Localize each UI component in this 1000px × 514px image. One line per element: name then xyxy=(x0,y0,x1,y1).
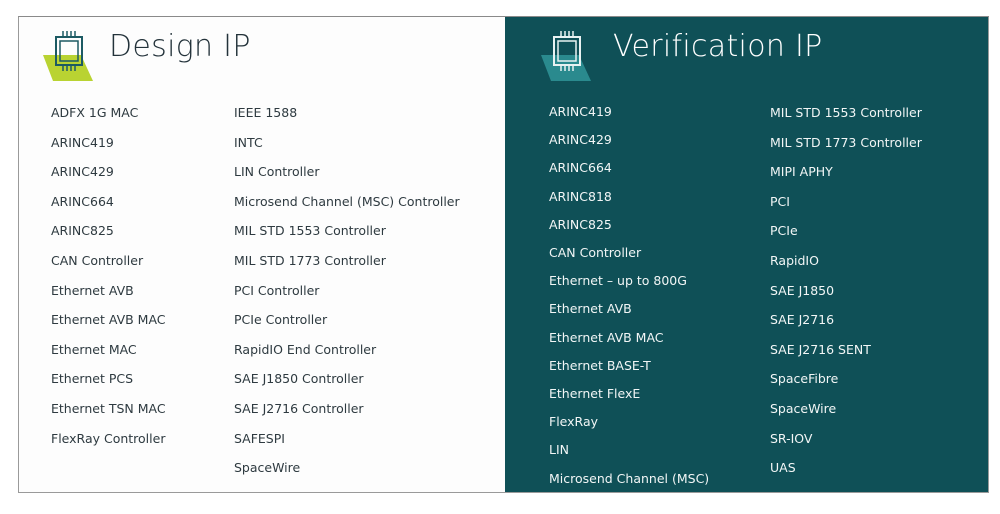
ip-list-item: SAE J1850 xyxy=(770,282,835,298)
ip-list-item: Ethernet AVB xyxy=(549,301,632,317)
verification-ip-title: Verification IP xyxy=(613,29,823,64)
ip-list-item: PCIe Controller xyxy=(234,312,328,328)
ip-list-item: ARINC825 xyxy=(549,216,612,232)
ip-list-item: RapidIO End Controller xyxy=(234,341,377,357)
ip-list-item: Ethernet AVB MAC xyxy=(51,312,166,328)
ip-list-item: ARINC825 xyxy=(51,223,114,239)
ip-list-item: SAFESPI xyxy=(234,430,285,446)
ip-list-item: SAE J2716 Controller xyxy=(234,401,364,416)
ip-list-item: LIN Controller xyxy=(234,164,320,180)
ip-list-item: Ethernet AVB MAC xyxy=(549,329,664,345)
ip-list-item: ARINC429 xyxy=(51,164,114,180)
ip-list-item: LIN xyxy=(549,442,570,458)
ip-list-item: PCI xyxy=(770,193,790,209)
ip-list-item: Ethernet FlexE xyxy=(549,386,641,401)
ip-list-item: SR-IOV xyxy=(770,430,813,446)
ip-list-item: IEEE 1588 xyxy=(234,105,298,120)
ip-list-item: Ethernet AVB xyxy=(51,282,134,298)
ip-list-item: Ethernet TSN MAC xyxy=(51,401,166,416)
ip-list-item: MIL STD 1553 Controller xyxy=(234,223,386,239)
ip-list-item: Ethernet BASE-T xyxy=(549,357,651,373)
ip-list-item: INTC xyxy=(234,134,263,150)
ip-list-item: PCIe xyxy=(770,223,798,239)
ip-list-item: Microsend Channel (MSC) Controller xyxy=(234,193,460,209)
ip-list-item: SAE J2716 xyxy=(770,312,835,328)
ip-list-item: ARINC429 xyxy=(549,132,612,148)
ip-list-item: Ethernet – up to 800G xyxy=(549,273,687,289)
ip-list-item: CAN Controller xyxy=(51,253,144,268)
ip-list-item: SpaceFibre xyxy=(770,371,839,387)
ip-list-item: Ethernet MAC xyxy=(51,341,137,357)
design-ip-panel: Design IP ADFX 1G MAC ARINC419 ARINC429 ARI… xyxy=(19,17,505,492)
ip-list-item: SpaceWire xyxy=(770,401,837,416)
ip-list-item: Ethernet PCS xyxy=(51,371,134,387)
ip-list-item: ARINC664 xyxy=(549,160,612,176)
ip-list-item: SAE J1850 Controller xyxy=(234,371,364,387)
ip-list-item: FlexRay xyxy=(549,414,598,430)
ip-list-item: SpaceWire xyxy=(234,460,301,476)
ip-list-item: ARINC818 xyxy=(549,188,612,204)
ip-list-item: UAS xyxy=(770,460,796,476)
ip-list-item: CAN Controller xyxy=(549,245,642,260)
ip-list-item: ARINC419 xyxy=(549,104,612,119)
ip-list-item: MIPI APHY xyxy=(770,164,833,180)
design-ip-title: Design IP xyxy=(109,29,251,64)
ip-list-item: Microsend Channel (MSC) xyxy=(549,470,710,486)
ip-list-item: RapidIO xyxy=(770,253,819,268)
ip-list-item: SAE J2716 SENT xyxy=(770,341,871,357)
ip-list-item: MIL STD 1773 Controller xyxy=(234,253,386,268)
ip-list-item: ADFX 1G MAC xyxy=(51,105,139,120)
ip-list-item: PCI Controller xyxy=(234,282,320,298)
ip-list-item: MIL STD 1553 Controller xyxy=(770,105,922,120)
chip-icon xyxy=(541,31,591,81)
chip-icon xyxy=(43,31,93,81)
ip-list-item: ARINC664 xyxy=(51,193,114,209)
verification-ip-panel: Verification IP ARINC419 ARINC429 ARINC664… xyxy=(505,17,988,492)
ip-list-item: ARINC419 xyxy=(51,134,114,150)
ip-list-item: MIL STD 1773 Controller xyxy=(770,134,922,150)
ip-list-item: FlexRay Controller xyxy=(51,430,166,446)
